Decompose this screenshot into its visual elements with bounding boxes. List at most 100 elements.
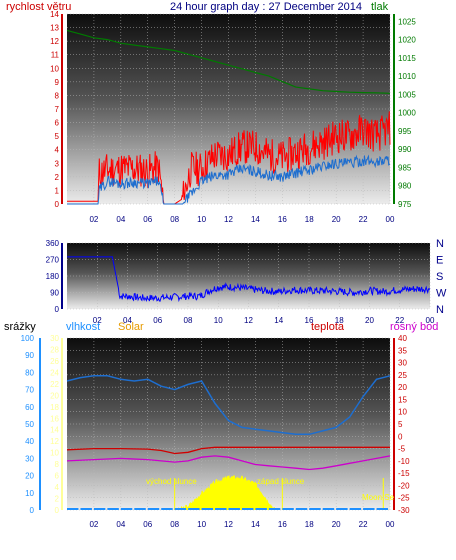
chart-title: 24 hour graph day : 27 December 2014 [170, 1, 362, 13]
x-tick-label: 18 [305, 215, 314, 224]
humidity-line [66, 375, 391, 436]
humidity-y-tick-label: 10 [25, 489, 34, 498]
x-tick-label: 22 [395, 316, 404, 325]
temperature-y-tick-label: -5 [398, 445, 406, 454]
temperature-y-tick-label: 5 [398, 420, 403, 429]
wind-gust-line [67, 111, 391, 205]
x-tick-label: 16 [305, 316, 314, 325]
temperature-y-tick-label: 15 [398, 395, 407, 404]
humidity-y-tick-label: 40 [25, 437, 34, 446]
left-y-tick-label: 9 [55, 78, 60, 87]
x-tick-label: 02 [89, 520, 98, 529]
right-y-tick-label: 980 [398, 182, 412, 191]
pressure-line [66, 29, 391, 94]
left-y-tick-label: 14 [50, 10, 59, 19]
direction-y-tick-label: 270 [46, 256, 60, 265]
left-y-tick-label: 8 [55, 91, 60, 100]
solar-y-tick-label: 22 [50, 380, 59, 389]
temperature-y-tick-label: 10 [398, 408, 407, 417]
x-tick-label: 08 [170, 520, 179, 529]
temperature-y-tick-label: 25 [398, 371, 407, 380]
x-tick-label: 04 [116, 520, 125, 529]
right-y-tick-label: 1025 [398, 17, 416, 26]
left-y-tick-label: 11 [51, 51, 60, 60]
humidity-y-tick-label: 90 [25, 351, 34, 360]
solar-y-tick-label: 10 [50, 449, 59, 458]
dewpoint-line [66, 455, 391, 471]
solar-y-tick-label: 28 [50, 345, 59, 354]
compass-direction-label: N [436, 304, 444, 316]
x-tick-label: 16 [278, 520, 287, 529]
moonset-label: Moon Se [362, 493, 395, 502]
legend-rain: srážky [4, 321, 36, 333]
direction-y-tick-label: 180 [46, 272, 60, 281]
direction-y-tick-label: 90 [50, 289, 59, 298]
x-tick-label: 08 [170, 215, 179, 224]
x-tick-label: 22 [359, 520, 368, 529]
left-y-tick-label: 5 [55, 132, 60, 141]
x-tick-label: 10 [197, 520, 206, 529]
left-y-tick-label: 2 [55, 173, 60, 182]
x-tick-label: 14 [274, 316, 283, 325]
legend-dewpoint: rosný bod [390, 321, 438, 333]
left-y-tick-label: 7 [55, 105, 60, 114]
direction-y-tick-label: 360 [46, 239, 60, 248]
legend-humidity: vlhkost [66, 321, 100, 333]
legend-solar: Solar [118, 321, 144, 333]
temperature-y-tick-label: -10 [398, 457, 410, 466]
x-tick-label: 10 [214, 316, 223, 325]
right-y-tick-label: 985 [398, 163, 412, 172]
x-tick-label: 04 [116, 215, 125, 224]
x-tick-label: 20 [332, 215, 341, 224]
humidity-y-tick-label: 0 [30, 506, 35, 515]
compass-direction-label: W [436, 288, 447, 300]
humidity-y-tick-label: 60 [25, 403, 34, 412]
temperature-y-tick-label: -25 [398, 494, 410, 503]
temperature-line [66, 446, 390, 455]
sunset-label: západ slunce [257, 477, 305, 486]
x-tick-label: 16 [278, 215, 287, 224]
solar-area [174, 474, 276, 510]
temperature-y-tick-label: 0 [398, 432, 403, 441]
x-tick-label: 12 [224, 215, 233, 224]
left-y-tick-label: 6 [55, 119, 60, 128]
right-y-tick-label: 1010 [398, 72, 416, 81]
right-y-tick-label: 995 [398, 127, 412, 136]
temperature-y-tick-label: 30 [398, 359, 407, 368]
left-y-tick-label: 4 [55, 146, 60, 155]
legend-temperature: teplota [311, 321, 345, 333]
temperature-y-tick-label: -20 [398, 481, 410, 490]
humidity-y-tick-label: 50 [25, 420, 34, 429]
humidity-y-tick-label: 70 [25, 386, 34, 395]
direction-y-tick-label: 0 [55, 305, 60, 314]
compass-direction-label: E [436, 255, 443, 267]
x-tick-label: 14 [251, 215, 260, 224]
right-y-tick-label: 1000 [398, 109, 416, 118]
x-tick-label: 00 [426, 316, 435, 325]
left-y-tick-label: 10 [50, 64, 59, 73]
x-tick-label: 04 [123, 316, 132, 325]
x-tick-label: 08 [184, 316, 193, 325]
humidity-y-tick-label: 20 [25, 472, 34, 481]
x-tick-label: 14 [251, 520, 260, 529]
x-tick-label: 18 [305, 520, 314, 529]
temperature-y-tick-label: 40 [398, 334, 407, 343]
humidity-y-tick-label: 80 [25, 368, 34, 377]
x-tick-label: 12 [244, 316, 253, 325]
x-tick-label: 18 [335, 316, 344, 325]
left-y-tick-label: 1 [55, 186, 60, 195]
solar-y-tick-label: 12 [50, 437, 59, 446]
solar-y-tick-label: 18 [50, 403, 59, 412]
sunrise-label: východ slunce [146, 477, 197, 486]
compass-direction-label: N [436, 238, 444, 250]
left-y-tick-label: 12 [50, 37, 59, 46]
left-y-tick-label: 3 [55, 159, 60, 168]
pressure-axis-label: tlak [371, 1, 389, 13]
temperature-y-tick-label: -15 [398, 469, 410, 478]
compass-direction-label: S [436, 271, 443, 283]
solar-y-tick-label: 14 [50, 426, 59, 435]
x-tick-label: 06 [143, 215, 152, 224]
solar-y-tick-label: 4 [55, 483, 60, 492]
solar-y-tick-label: 16 [50, 414, 59, 423]
solar-y-tick-label: 6 [55, 472, 60, 481]
